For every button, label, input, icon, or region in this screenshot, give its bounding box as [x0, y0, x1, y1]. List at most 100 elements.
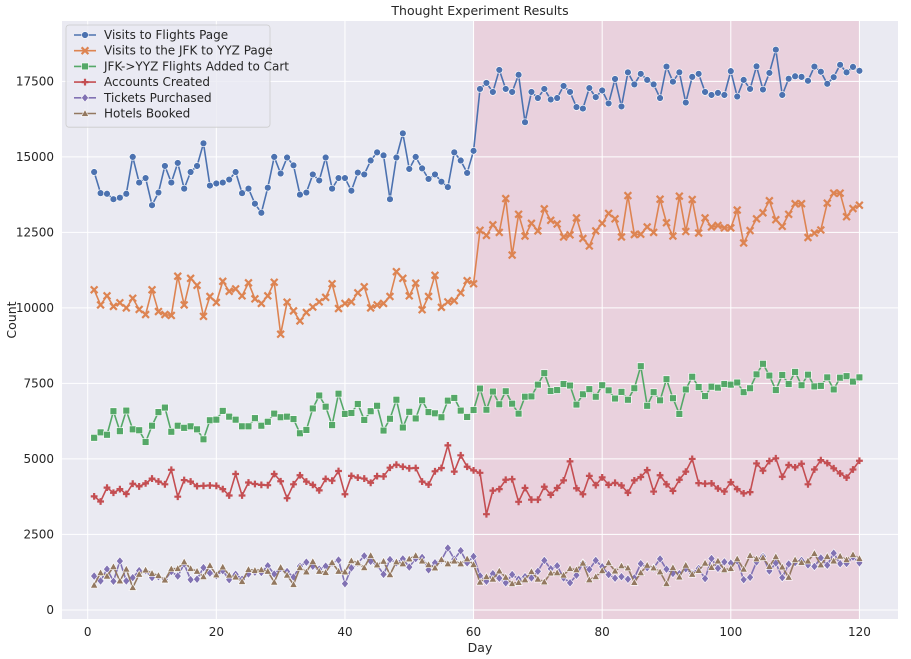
data-point	[630, 230, 639, 239]
data-point	[790, 555, 800, 563]
data-point	[836, 559, 845, 569]
data-point	[155, 478, 162, 485]
data-point	[835, 188, 845, 198]
data-point	[489, 88, 497, 96]
data-point	[642, 560, 652, 569]
data-point	[630, 577, 639, 586]
data-point	[617, 572, 626, 582]
data-point	[727, 380, 735, 389]
data-point	[380, 473, 387, 480]
data-point	[514, 210, 523, 219]
data-point	[817, 456, 825, 464]
series-line	[93, 192, 860, 335]
data-point	[122, 576, 131, 586]
data-point	[604, 569, 613, 580]
data-point	[611, 573, 620, 583]
data-point	[353, 288, 362, 297]
data-point	[334, 389, 343, 398]
data-point	[713, 556, 723, 565]
data-point	[96, 189, 105, 197]
data-point	[804, 77, 812, 85]
data-point	[302, 567, 311, 576]
data-point	[765, 457, 773, 465]
data-point	[623, 563, 633, 572]
data-point	[231, 284, 240, 294]
data-point	[173, 272, 182, 281]
data-point	[778, 473, 786, 481]
data-point	[283, 494, 291, 502]
data-point	[656, 396, 664, 405]
data-point	[585, 564, 594, 575]
data-point	[772, 45, 780, 54]
data-point	[411, 551, 420, 559]
data-point	[707, 383, 716, 391]
data-point	[726, 223, 735, 233]
data-point	[269, 577, 279, 586]
series-5	[89, 548, 864, 591]
data-point	[624, 489, 632, 497]
data-point	[720, 380, 729, 388]
data-point	[218, 562, 228, 571]
data-point	[417, 556, 427, 565]
data-point	[399, 423, 407, 432]
data-point	[714, 383, 722, 392]
data-point	[366, 156, 375, 165]
data-point	[829, 73, 838, 81]
data-point	[212, 415, 221, 424]
data-point	[746, 384, 754, 392]
data-point	[668, 563, 678, 571]
data-point	[623, 574, 632, 584]
data-point	[219, 485, 227, 493]
data-point	[502, 85, 510, 93]
data-point	[270, 278, 279, 287]
data-point	[225, 492, 233, 499]
data-point	[817, 68, 825, 76]
data-point	[488, 220, 498, 230]
data-point	[797, 199, 806, 208]
data-point	[714, 89, 722, 97]
data-point	[694, 70, 703, 78]
x-tick-label: 20	[209, 625, 224, 639]
data-point	[604, 99, 613, 108]
legend-box	[65, 24, 271, 128]
data-point	[765, 371, 774, 380]
data-point	[257, 481, 265, 489]
data-point	[219, 407, 227, 415]
data-point	[514, 409, 523, 418]
data-point	[457, 156, 465, 165]
data-point	[733, 485, 741, 493]
data-point	[778, 91, 786, 99]
data-point	[295, 316, 305, 326]
data-point	[456, 559, 465, 567]
data-point	[534, 380, 542, 389]
data-point	[264, 184, 272, 192]
data-point	[597, 566, 607, 574]
data-point	[681, 227, 690, 236]
data-point	[713, 221, 723, 230]
data-point	[245, 479, 252, 486]
legend-item: Accounts Created	[74, 75, 210, 89]
data-point	[354, 400, 362, 408]
data-point	[321, 293, 330, 302]
data-point	[848, 550, 858, 558]
data-point	[778, 371, 786, 379]
data-point	[784, 559, 793, 569]
data-point	[161, 162, 169, 170]
data-point	[167, 428, 176, 436]
data-point	[604, 209, 613, 218]
data-point	[804, 370, 812, 379]
data-point	[238, 422, 246, 431]
data-point	[379, 426, 388, 435]
data-point	[592, 93, 600, 101]
data-point	[630, 80, 639, 89]
data-point	[109, 407, 118, 415]
data-point	[309, 170, 317, 179]
data-point	[849, 63, 857, 71]
data-point	[443, 559, 453, 567]
data-point	[430, 563, 440, 572]
data-point	[675, 410, 684, 418]
data-point	[823, 459, 831, 467]
data-point	[116, 485, 124, 493]
data-point	[527, 567, 536, 575]
